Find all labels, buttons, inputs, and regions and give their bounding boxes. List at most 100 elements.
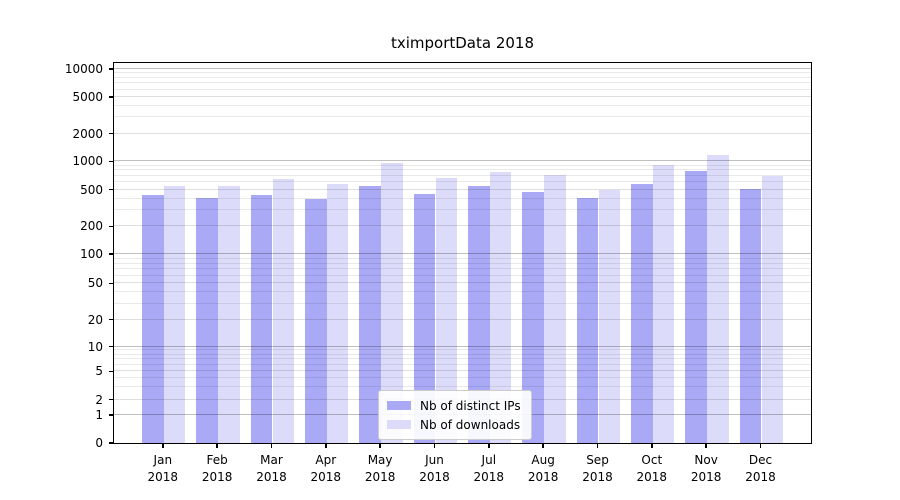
bar-distinct-ips-jan: [142, 195, 164, 443]
bar-downloads-feb: [218, 186, 240, 443]
bar-downloads-may: [381, 163, 403, 443]
gridline-minor: [114, 164, 811, 166]
x-tick-mark: [705, 444, 707, 448]
gridline-labeled: [114, 282, 811, 284]
x-tick-label: Oct 2018: [636, 453, 668, 484]
y-tick-label: 10: [87, 339, 103, 354]
gridline-major: [114, 68, 811, 69]
y-tick-label: 0: [95, 436, 103, 450]
x-tick-dec: Dec 2018: [731, 444, 791, 486]
gridline-labeled: [114, 132, 811, 134]
x-tick-mark: [433, 444, 436, 448]
y-tick-mark: [109, 96, 113, 98]
y-tick-label: 1000: [72, 154, 103, 169]
y-tick-mark: [109, 414, 113, 416]
bar-distinct-ips-dec: [739, 188, 762, 443]
gridline-minor: [114, 116, 811, 118]
x-tick-mark: [162, 444, 164, 448]
x-tick-apr: Apr 2018: [296, 444, 356, 486]
x-tick-label: May 2018: [364, 453, 396, 484]
y-tick: 500: [0, 182, 113, 198]
bar-distinct-ips-nov: [685, 170, 708, 443]
x-tick-oct: Oct 2018: [622, 444, 682, 486]
y-tick: 200: [0, 218, 113, 234]
y-axis: 0 1 2 5 10 20 50 100 200 500 1000 2000 5000 10000: [0, 62, 113, 450]
gridline-labeled: [114, 370, 811, 372]
bar-downloads-mar: [272, 178, 295, 443]
x-tick-mark: [270, 444, 273, 448]
x-tick-mark: [379, 444, 381, 448]
x-tick-jul: Jul 2018: [459, 444, 519, 486]
x-tick-mark: [651, 444, 653, 448]
x-tick-label: Apr 2018: [310, 453, 342, 484]
gridline-minor: [114, 181, 811, 183]
x-tick-jan: Jan 2018: [133, 444, 193, 486]
gridline-minor: [114, 302, 811, 304]
gridline-minor: [114, 169, 811, 171]
bar-distinct-ips-jun: [413, 193, 436, 443]
y-tick-mark: [109, 160, 113, 163]
gridline-minor: [114, 274, 811, 276]
y-tick-label: 2000: [72, 126, 103, 141]
y-tick: 1000: [0, 153, 113, 169]
y-tick-mark: [109, 68, 113, 70]
bar-distinct-ips-apr: [305, 198, 327, 443]
y-tick-label: 100: [80, 247, 103, 262]
y-tick: 1: [0, 407, 113, 423]
gridline-minor: [114, 72, 811, 74]
gridline-major: [114, 253, 811, 255]
legend-label-downloads: Nb of downloads: [420, 417, 521, 432]
x-tick-label: Mar 2018: [256, 453, 287, 484]
bar-distinct-ips-sep: [576, 198, 599, 443]
gridline-minor: [114, 262, 811, 264]
bar-downloads-jan: [163, 186, 186, 443]
x-tick-label: Jan 2018: [147, 453, 179, 484]
x-tick-aug: Aug 2018: [513, 444, 573, 486]
y-tick-label: 1: [95, 408, 103, 422]
y-tick-mark: [109, 132, 113, 135]
gridline-minor: [114, 88, 811, 90]
x-tick-label: Jun 2018: [419, 453, 450, 484]
gridline-minor: [114, 197, 811, 199]
x-tick-mark: [216, 444, 218, 448]
bar-downloads-aug: [544, 175, 566, 443]
bar-distinct-ips-aug: [522, 191, 545, 443]
legend-swatch-distinct-ips: [387, 401, 411, 410]
gridline-minor: [114, 104, 811, 106]
y-tick: 5: [0, 363, 113, 379]
gridline-minor: [114, 353, 811, 355]
gridline-minor: [114, 386, 811, 388]
y-tick-mark: [109, 442, 113, 444]
bar-distinct-ips-jul: [468, 186, 490, 443]
plot-area: [113, 62, 812, 444]
gridline-minor: [114, 82, 811, 84]
gridline-minor: [114, 257, 811, 259]
y-tick-label: 500: [80, 182, 103, 197]
bar-downloads-jun: [435, 177, 458, 443]
bar-distinct-ips-feb: [196, 197, 219, 443]
gridline-labeled: [114, 188, 811, 190]
bar-downloads-oct: [652, 164, 675, 443]
gridline-major: [114, 160, 811, 162]
y-tick: 2000: [0, 126, 113, 142]
bar-downloads-jul: [489, 172, 512, 443]
y-tick-mark: [109, 345, 113, 348]
x-tick-feb: Feb 2018: [187, 444, 247, 486]
chart-title: tximportData 2018: [390, 34, 535, 52]
y-tick-label: 5000: [72, 89, 103, 104]
x-tick-sep: Sep 2018: [568, 444, 628, 486]
y-tick: 50: [0, 275, 113, 291]
y-tick: 5000: [0, 89, 113, 105]
y-tick-label: 50: [87, 276, 103, 291]
gridline-labeled: [114, 95, 811, 97]
x-tick-label: Sep 2018: [582, 453, 613, 484]
y-tick-label: 20: [87, 312, 103, 327]
x-tick-label: Nov 2018: [690, 453, 722, 484]
y-tick-label: 2: [95, 392, 103, 407]
legend-entry-distinct-ips: Nb of distinct IPs: [387, 396, 521, 415]
gridline-minor: [114, 209, 811, 210]
bar-downloads-dec: [761, 175, 784, 443]
y-tick-label: 10000: [64, 62, 103, 76]
bar-downloads-sep: [598, 190, 621, 443]
